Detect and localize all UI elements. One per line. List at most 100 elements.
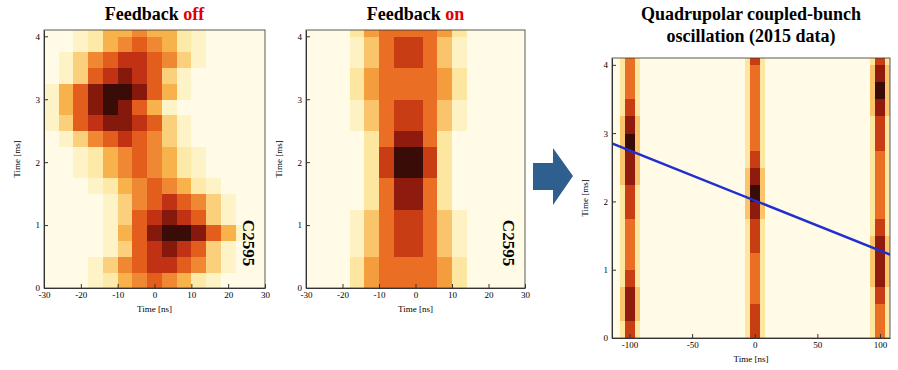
heatmap-cell [321, 68, 336, 84]
x-tick: -10 [112, 284, 124, 300]
heatmap-cell [745, 116, 750, 133]
heatmap-cell [147, 99, 162, 115]
x-tick-mark [81, 284, 82, 288]
heatmap-cell [147, 115, 162, 131]
heatmap-cell [467, 115, 482, 131]
heatmap-cell [132, 115, 147, 131]
heatmap-cell [612, 184, 620, 201]
x-tick: 20 [485, 284, 495, 300]
heatmap-cell [437, 194, 452, 210]
heatmap-cell [103, 115, 118, 131]
x-tick-label: -50 [687, 340, 699, 350]
heatmap-cell [250, 146, 265, 162]
heatmap-cell [379, 225, 394, 241]
heatmap-cell [88, 52, 103, 68]
heatmap-cell [394, 131, 409, 147]
x-tick-mark [191, 284, 192, 288]
heatmap-cell [132, 83, 147, 99]
heatmap-cell [612, 58, 620, 65]
heatmap-cell [335, 131, 350, 147]
heatmap-cell [379, 257, 394, 273]
heatmap-cell [880, 304, 885, 321]
heatmap-cell [103, 241, 118, 257]
heatmap-cell [147, 146, 162, 162]
heatmap-cell [760, 99, 765, 116]
heatmap-cell [379, 68, 394, 84]
heatmap-cell [625, 304, 630, 321]
heatmap-cell [875, 65, 880, 82]
heatmap-cell [59, 68, 74, 84]
heatmap-cell [88, 131, 103, 147]
heatmap-cell [88, 30, 103, 37]
heatmap-cell [177, 241, 192, 257]
x-tick-mark [489, 284, 490, 288]
heatmap-cell [73, 272, 88, 288]
heatmap-cell [745, 167, 750, 184]
y-axis-title: Time [ms] [274, 140, 284, 177]
heatmap-cell [875, 116, 880, 133]
plot-frame [44, 30, 265, 288]
heatmap-cell [59, 115, 74, 131]
heatmap-cell [162, 68, 177, 84]
heatmap-cell [379, 52, 394, 68]
heatmap-cell [44, 194, 59, 210]
heatmap-cell [630, 218, 635, 235]
heatmap-cell [335, 83, 350, 99]
heatmap-cell [162, 146, 177, 162]
heatmap-cell [496, 194, 511, 210]
heatmap-cell [73, 99, 88, 115]
heatmap-cell [437, 146, 452, 162]
heatmap-cell [132, 146, 147, 162]
heatmap-cell [132, 68, 147, 84]
heatmap-cell [885, 65, 890, 82]
heatmap-cell [221, 225, 236, 241]
heatmap-cell [364, 209, 379, 225]
heatmap-cell [750, 99, 755, 116]
heatmap-cell [147, 52, 162, 68]
heatmap-cell [59, 194, 74, 210]
heatmap-cell [379, 272, 394, 288]
heatmap-cell [88, 272, 103, 288]
y-tick: 0 [298, 283, 311, 293]
x-tick: 0 [153, 284, 158, 300]
heatmap-cell [206, 146, 221, 162]
heatmap-cell [350, 209, 365, 225]
heatmap-cell [750, 304, 755, 321]
heatmap-cell [221, 241, 236, 257]
heatmap-cell [221, 68, 236, 84]
heatmap-cell [745, 270, 750, 287]
heatmap-cell [612, 116, 620, 133]
y-tick-mark [306, 162, 310, 163]
heatmap-cell [750, 253, 755, 270]
heatmap-cell [306, 241, 321, 257]
heatmap-cell [481, 131, 496, 147]
heatmap-cell [510, 30, 525, 37]
heatmap-cell [640, 65, 746, 82]
heatmap-cell [306, 36, 321, 52]
heatmap-cell [132, 178, 147, 194]
heatmap-cell [379, 241, 394, 257]
heatmap-cell [306, 131, 321, 147]
heatmap-cell [73, 241, 88, 257]
heatmap-cell [750, 321, 755, 338]
heatmap-cell [250, 194, 265, 210]
heatmap-cell [635, 58, 640, 65]
y-tick-mark [612, 201, 616, 202]
heatmap-cell [177, 36, 192, 52]
heatmap-cell [379, 162, 394, 178]
y-tick-mark [612, 65, 616, 66]
heatmap-cell [88, 68, 103, 84]
heatmap-cell [612, 321, 620, 338]
heatmap-cell [191, 241, 206, 257]
heatmap-cell [394, 209, 409, 225]
heatmap-cell [221, 146, 236, 162]
x-tick-label: 10 [187, 290, 197, 300]
heatmap-cell [73, 209, 88, 225]
heatmap-cell [350, 241, 365, 257]
annotation: C2595 [239, 220, 258, 266]
heatmap-cell [760, 321, 765, 338]
heatmap-cell [635, 116, 640, 133]
heatmap-cell [335, 241, 350, 257]
heatmap-cell [496, 178, 511, 194]
heatmap-cell [423, 257, 438, 273]
